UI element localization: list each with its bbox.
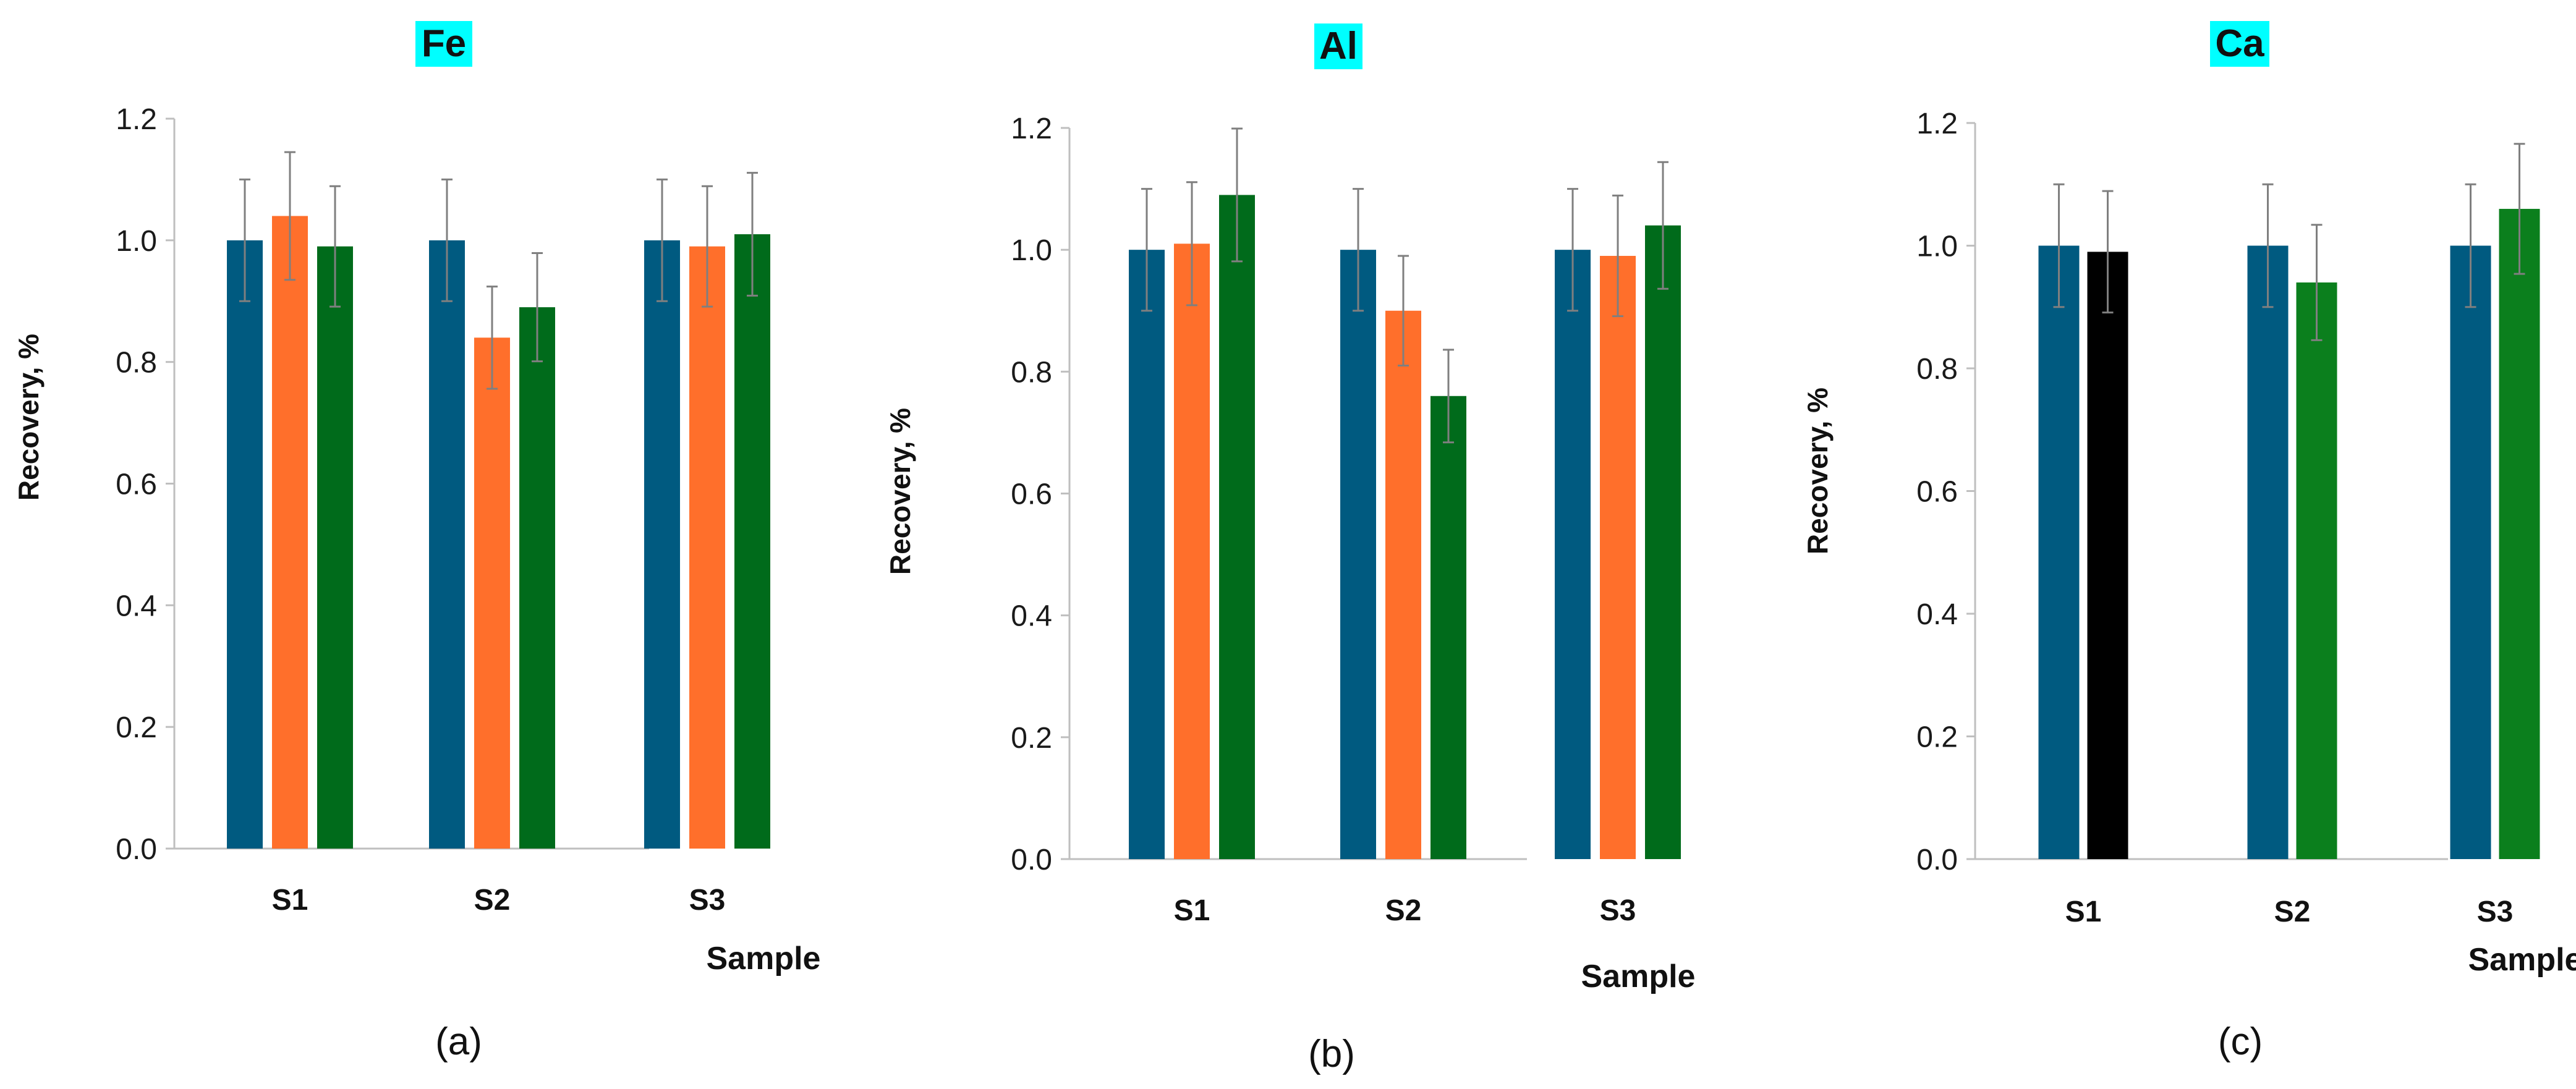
chart-panel-al: Al Recovery, % 0.0 0.2 0.4 0.6 0.8 1.0 1.2 S1 S2…	[884, 23, 1695, 1075]
chart-title: Al	[1319, 25, 1358, 67]
panel-label: (b)	[1308, 1033, 1355, 1075]
y-axis-label: Recovery, %	[1801, 388, 1834, 554]
bar	[429, 240, 465, 849]
x-tick-label: S3	[2477, 896, 2514, 928]
x-tick-label: S1	[272, 884, 308, 917]
title-highlight	[415, 21, 472, 67]
bar	[1129, 250, 1165, 860]
bar	[734, 234, 770, 849]
y-tick-label: 0.8	[116, 347, 157, 379]
plot-area: 0.0 0.2 0.4 0.6 0.8 1.0 1.2 S1 S2 S3	[1916, 108, 2540, 928]
y-tick-label: 1.2	[1916, 108, 1958, 140]
y-tick-label: 0.4	[1011, 600, 1052, 633]
y-tick-label: 0.8	[1916, 353, 1958, 386]
y-tick-label: 0.2	[1011, 722, 1052, 755]
y-tick-label: 0.6	[1916, 476, 1958, 509]
bar	[1555, 250, 1591, 860]
title-highlight	[2210, 21, 2269, 67]
plot-area: 0.0 0.2 0.4 0.6 0.8 1.0 1.2 S1 S2 S3	[116, 103, 770, 917]
y-tick-label: 1.0	[116, 225, 157, 258]
plot-area: 0.0 0.2 0.4 0.6 0.8 1.0 1.2 S1 S2 S3	[1011, 112, 1681, 927]
y-tick-label: 0.8	[1011, 356, 1052, 389]
bar	[1385, 310, 1421, 859]
y-tick-label: 0.2	[1916, 721, 1958, 754]
x-tick-label: S2	[1385, 894, 1422, 927]
x-axis-label: Sample	[2468, 942, 2576, 978]
y-tick-label: 1.0	[1011, 234, 1052, 267]
chart-title: Fe	[422, 22, 466, 65]
y-tick-label: 1.0	[1916, 231, 1958, 263]
y-tick-label: 1.2	[116, 103, 157, 136]
y-tick-label: 1.2	[1011, 112, 1052, 145]
chart-panel-ca: Ca Recovery, % 0.0 0.2 0.4 0.6 0.8 1.0 1.2 S1 S2…	[1801, 21, 2576, 1063]
x-tick-label: S3	[1600, 894, 1636, 927]
y-tick-label: 0.0	[116, 833, 157, 866]
y-tick-label: 0.0	[1916, 844, 1958, 876]
x-tick-label: S1	[2065, 896, 2102, 928]
bar	[1340, 250, 1376, 860]
bar	[519, 307, 555, 849]
x-tick-label: S1	[1174, 894, 1210, 927]
bar	[1430, 396, 1466, 859]
panel-label: (c)	[2218, 1020, 2263, 1063]
y-tick-label: 0.0	[1011, 844, 1052, 876]
bar	[2087, 252, 2128, 859]
bar	[2247, 245, 2289, 859]
y-tick-label: 0.4	[116, 590, 157, 622]
bar	[227, 240, 263, 849]
bar	[1219, 195, 1255, 860]
bar	[272, 216, 308, 849]
bar	[2296, 282, 2337, 859]
chart-title: Ca	[2215, 22, 2264, 65]
bar	[2499, 208, 2540, 860]
x-tick-label: S3	[689, 884, 726, 917]
bar	[474, 337, 510, 849]
bar	[1600, 256, 1636, 859]
y-tick-label: 0.2	[116, 711, 157, 744]
bar	[1645, 225, 1681, 859]
x-axis-label: Sample	[1581, 959, 1696, 994]
bar	[1174, 244, 1210, 859]
bar	[317, 246, 353, 849]
chart-panel-fe: Fe Recovery, % 0.0 0.2 0.4 0.6 0.8 1.0 1.2 S1 S2…	[12, 21, 820, 1063]
y-tick-label: 0.4	[1916, 598, 1958, 631]
bar	[689, 246, 725, 849]
bar	[2450, 245, 2491, 859]
x-tick-label: S2	[2274, 896, 2311, 928]
bar	[644, 240, 680, 849]
title-highlight	[1314, 23, 1362, 69]
panel-label: (a)	[435, 1020, 482, 1063]
y-tick-label: 0.6	[116, 468, 157, 501]
y-axis-label: Recovery, %	[12, 334, 45, 501]
y-tick-label: 0.6	[1011, 478, 1052, 511]
bar	[2038, 245, 2080, 859]
x-tick-label: S2	[474, 884, 511, 917]
x-axis-label: Sample	[707, 941, 821, 977]
y-axis-label: Recovery, %	[884, 408, 916, 575]
